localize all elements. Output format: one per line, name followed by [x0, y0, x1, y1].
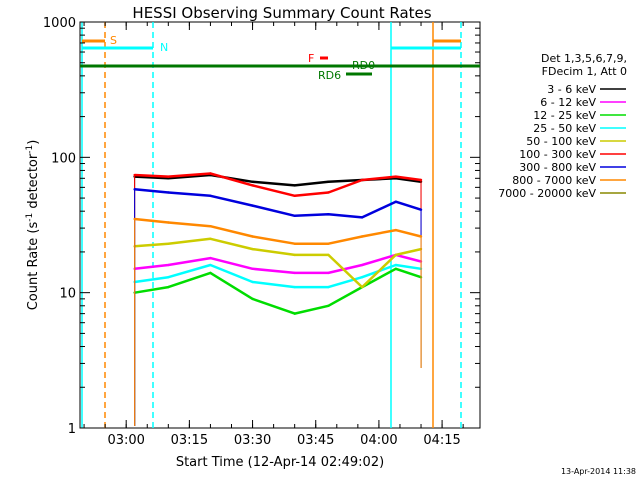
data-point	[394, 263, 397, 267]
data-point	[394, 200, 397, 203]
y-tick-label: 100	[51, 151, 76, 166]
data-point	[327, 191, 330, 194]
legend-header-line-2: FDecim 1, Att 0	[542, 65, 627, 78]
data-point	[209, 263, 212, 267]
data-point	[167, 285, 170, 289]
data-point	[209, 194, 212, 197]
x-tick-label: 03:45	[297, 433, 334, 448]
legend-label: 12 - 25 keV	[533, 109, 596, 122]
annotation-label: F	[308, 52, 314, 65]
legend-label: 300 - 800 keV	[519, 161, 596, 174]
data-point	[251, 180, 254, 183]
data-point	[293, 184, 296, 187]
annotation-label: RD0	[352, 59, 375, 72]
data-point	[327, 304, 330, 307]
data-point	[251, 204, 254, 207]
chart-title: HESSI Observing Summary Count Rates	[132, 4, 431, 22]
data-point	[293, 271, 296, 275]
legend-label: 800 - 7000 keV	[512, 174, 596, 187]
data-point	[209, 271, 212, 275]
legend: Det 1,3,5,6,7,9, FDecim 1, Att 0 3 - 6 k…	[498, 52, 627, 200]
data-point	[251, 267, 254, 271]
x-tick-label: 03:00	[107, 433, 144, 448]
data-point	[394, 175, 397, 178]
data-point	[167, 175, 170, 178]
data-point	[327, 271, 330, 275]
legend-label: 50 - 100 keV	[526, 135, 596, 148]
data-point	[360, 285, 364, 289]
data-point	[360, 235, 364, 238]
x-tick-label: 04:15	[423, 433, 460, 448]
data-point	[394, 253, 397, 257]
y-axis-label: Count Rate (s-1 detector-1)	[25, 140, 41, 311]
legend-label: 100 - 300 keV	[519, 148, 596, 161]
data-point	[293, 253, 296, 257]
x-axis-label: Start Time (12-Apr-14 02:49:02)	[176, 455, 384, 470]
y-tick-label: 1	[68, 422, 76, 437]
data-point	[360, 276, 364, 279]
data-point	[167, 191, 170, 194]
data-point	[251, 184, 254, 187]
data-point	[167, 276, 170, 279]
data-point	[293, 194, 296, 197]
data-point	[251, 235, 254, 238]
data-point	[209, 256, 212, 260]
x-tick-label: 04:00	[360, 433, 397, 448]
data-point	[293, 285, 296, 289]
data-point	[251, 297, 254, 301]
data-point	[327, 242, 330, 245]
axis-layer: 03:00 03:15 03:30 03:45 04:00 04:15 1 10 100 1000	[43, 16, 480, 448]
y-tick-label: 10	[59, 287, 76, 302]
data-point	[327, 285, 330, 289]
data-point	[209, 172, 212, 175]
x-tick-label: 03:30	[234, 433, 271, 448]
data-point	[360, 178, 364, 182]
annotation-label: N	[160, 41, 168, 54]
legend-label: 7000 - 20000 keV	[498, 187, 596, 200]
data-point	[327, 213, 330, 216]
legend-header-line-1: Det 1,3,5,6,7,9,	[541, 52, 627, 65]
data-point	[167, 242, 170, 245]
data-point	[360, 263, 364, 267]
data-point	[327, 180, 330, 183]
legend-label: 6 - 12 keV	[540, 96, 596, 109]
data-point	[251, 280, 254, 284]
data-point	[167, 263, 170, 267]
annotation-layer: S N F RD0 RD6	[80, 22, 480, 428]
data-point	[251, 247, 254, 251]
legend-label: 3 - 6 keV	[547, 83, 596, 96]
data-point	[293, 242, 296, 245]
series-layer	[133, 172, 423, 426]
data-point	[293, 312, 296, 315]
data-point	[293, 214, 296, 217]
data-point	[209, 224, 212, 228]
data-point	[394, 228, 397, 232]
data-point	[209, 237, 212, 241]
footer-date: 13-Apr-2014 11:38	[561, 467, 636, 476]
y-tick-label: 1000	[43, 16, 76, 31]
legend-label: 25 - 50 keV	[533, 122, 596, 135]
data-point	[167, 221, 170, 224]
data-point	[360, 216, 364, 219]
data-point	[394, 267, 397, 271]
plot-frame	[79, 21, 481, 429]
data-point	[327, 253, 330, 257]
annotation-label: RD6	[318, 69, 341, 82]
x-tick-label: 03:15	[171, 433, 208, 448]
annotation-label: S	[110, 34, 117, 47]
